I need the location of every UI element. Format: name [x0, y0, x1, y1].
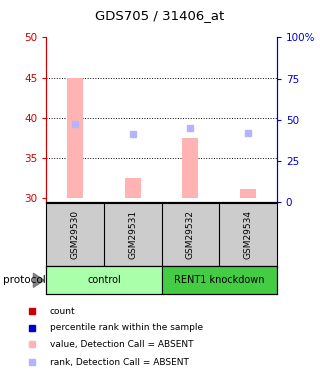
Text: percentile rank within the sample: percentile rank within the sample: [50, 323, 203, 332]
Bar: [67, 78, 83, 198]
Text: protocol: protocol: [3, 275, 46, 285]
Text: control: control: [87, 275, 121, 285]
Text: GDS705 / 31406_at: GDS705 / 31406_at: [95, 9, 225, 22]
Text: value, Detection Call = ABSENT: value, Detection Call = ABSENT: [50, 340, 193, 349]
Text: rank, Detection Call = ABSENT: rank, Detection Call = ABSENT: [50, 358, 188, 367]
Text: count: count: [50, 307, 75, 316]
Text: GSM29531: GSM29531: [128, 210, 137, 259]
Bar: [162, 266, 277, 294]
Bar: [182, 138, 198, 198]
Bar: [125, 178, 141, 198]
Polygon shape: [33, 273, 44, 287]
Text: GSM29532: GSM29532: [186, 210, 195, 259]
Text: RENT1 knockdown: RENT1 knockdown: [174, 275, 264, 285]
Text: GSM29534: GSM29534: [244, 210, 252, 259]
Bar: [240, 189, 256, 198]
Text: GSM29530: GSM29530: [71, 210, 80, 259]
Bar: [46, 266, 162, 294]
